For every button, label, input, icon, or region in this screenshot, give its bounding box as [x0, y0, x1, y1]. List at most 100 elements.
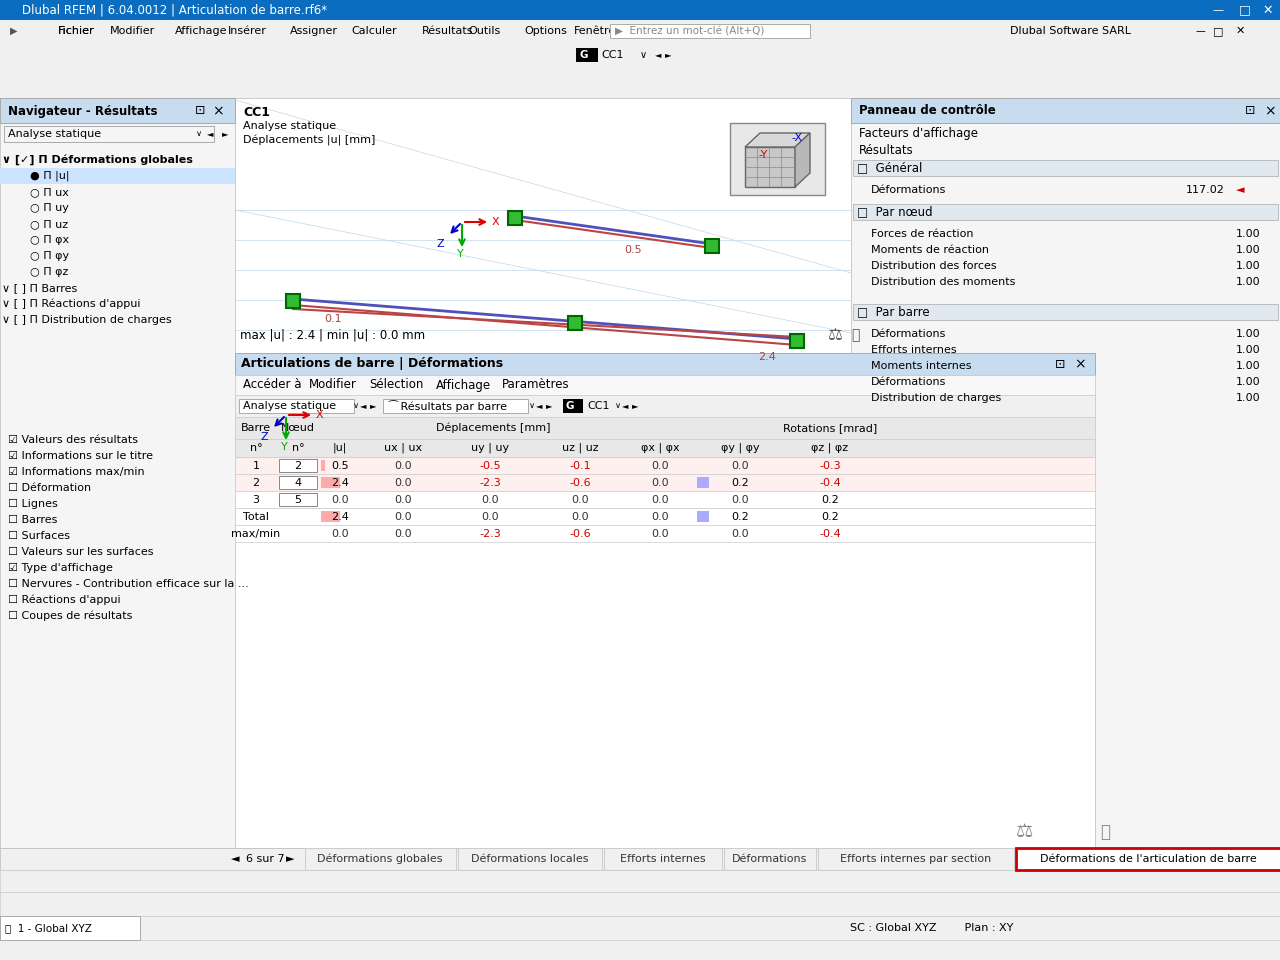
Text: 0.0: 0.0: [652, 478, 669, 488]
Text: ✕: ✕: [1235, 26, 1244, 36]
Text: ∨: ∨: [640, 50, 648, 60]
Bar: [0, 892, 1280, 916]
Text: ○ Π φx: ○ Π φx: [29, 235, 69, 245]
Bar: [321, 477, 340, 488]
Text: 3: 3: [252, 495, 260, 505]
Text: uz | uz: uz | uz: [562, 443, 598, 453]
Bar: [236, 375, 1094, 395]
Polygon shape: [745, 133, 810, 147]
Text: ×: ×: [212, 104, 224, 118]
Text: 0.0: 0.0: [394, 529, 412, 539]
Bar: [0, 916, 1280, 940]
Text: ∨: ∨: [353, 401, 360, 411]
Text: 2: 2: [294, 461, 302, 471]
Bar: [383, 399, 529, 413]
Text: 1.00: 1.00: [1235, 261, 1260, 271]
Text: Efforts internes par section: Efforts internes par section: [840, 854, 991, 864]
Text: 0.0: 0.0: [394, 478, 412, 488]
Text: ◄: ◄: [1235, 185, 1244, 195]
Text: 0.0: 0.0: [731, 495, 749, 505]
Text: ∨: ∨: [529, 401, 535, 411]
Text: CAO-BIM: CAO-BIM: [631, 26, 680, 36]
Text: ○ Π φz: ○ Π φz: [29, 267, 68, 277]
Bar: [4, 126, 214, 142]
Bar: [0, 20, 1280, 42]
Bar: [852, 160, 1277, 176]
Text: 0.0: 0.0: [731, 529, 749, 539]
Text: ☐ Déformation: ☐ Déformation: [8, 483, 91, 493]
Bar: [239, 399, 355, 413]
Text: ►: ►: [632, 401, 639, 411]
Text: ×: ×: [1265, 104, 1276, 118]
Text: ○ Π ux: ○ Π ux: [29, 187, 69, 197]
Text: ☑ Valeurs des résultats: ☑ Valeurs des résultats: [8, 435, 138, 445]
Bar: [236, 98, 851, 353]
Bar: [603, 848, 722, 870]
Bar: [236, 417, 1094, 439]
Text: φz | φz: φz | φz: [812, 443, 849, 453]
Text: ○ Π uz: ○ Π uz: [29, 219, 68, 229]
Text: ◄: ◄: [536, 401, 543, 411]
Bar: [851, 98, 1280, 848]
Text: max/min: max/min: [232, 529, 280, 539]
Text: -2.3: -2.3: [479, 529, 500, 539]
Text: Moments de réaction: Moments de réaction: [870, 245, 989, 255]
Text: ∨ [ ] Π Réactions d'appui: ∨ [ ] Π Réactions d'appui: [3, 299, 141, 309]
Bar: [705, 239, 719, 253]
Text: 0.2: 0.2: [822, 512, 838, 522]
Polygon shape: [795, 133, 810, 187]
Bar: [698, 477, 709, 488]
Text: ☐ Nervures - Contribution efficace sur la ...: ☐ Nervures - Contribution efficace sur l…: [8, 579, 248, 589]
Text: □  Par nœud: □ Par nœud: [858, 205, 933, 219]
Bar: [818, 848, 1014, 870]
Text: Navigateur - Résultats: Navigateur - Résultats: [8, 105, 157, 117]
Text: Fichier: Fichier: [58, 26, 95, 36]
Text: 📋: 📋: [1100, 823, 1110, 841]
Text: 📷  1 - Global XYZ: 📷 1 - Global XYZ: [5, 923, 92, 933]
Text: -0.6: -0.6: [570, 529, 591, 539]
Text: ☑ Informations max/min: ☑ Informations max/min: [8, 467, 145, 477]
Text: 0.0: 0.0: [731, 461, 749, 471]
Text: 0.0: 0.0: [571, 495, 589, 505]
Text: 1.00: 1.00: [1235, 377, 1260, 387]
Bar: [279, 493, 317, 506]
Text: -0.4: -0.4: [819, 529, 841, 539]
Text: 0.0: 0.0: [394, 512, 412, 522]
Text: -Y: -Y: [758, 150, 768, 160]
Text: Déplacements [mm]: Déplacements [mm]: [435, 422, 550, 433]
Text: Déformations locales: Déformations locales: [471, 854, 589, 864]
Text: ○ Π φy: ○ Π φy: [29, 251, 69, 261]
Bar: [0, 870, 1280, 892]
Text: ◄: ◄: [655, 51, 662, 60]
Text: 0.0: 0.0: [394, 495, 412, 505]
Text: 5: 5: [294, 495, 302, 505]
Text: Forces de réaction: Forces de réaction: [870, 229, 974, 239]
Text: —: —: [1212, 5, 1224, 15]
Text: ×: ×: [1074, 357, 1085, 371]
Text: n°: n°: [292, 443, 305, 453]
Text: Accéder à: Accéder à: [243, 378, 302, 392]
Text: 0.0: 0.0: [481, 512, 499, 522]
Bar: [568, 316, 582, 330]
Text: CC1: CC1: [602, 50, 623, 60]
Text: G: G: [566, 401, 575, 411]
Text: Analyse statique: Analyse statique: [243, 121, 337, 131]
Text: Insérer: Insérer: [228, 26, 266, 36]
Text: ☐ Lignes: ☐ Lignes: [8, 499, 58, 509]
Bar: [508, 211, 522, 225]
Text: Déformations: Déformations: [870, 185, 946, 195]
Text: Analyse statique: Analyse statique: [8, 129, 101, 139]
Text: CC1: CC1: [243, 106, 270, 118]
Text: ☐ Coupes de résultats: ☐ Coupes de résultats: [8, 611, 132, 621]
Text: 117.02: 117.02: [1187, 185, 1225, 195]
Text: Déformations: Déformations: [870, 377, 946, 387]
Text: Nœud: Nœud: [282, 423, 315, 433]
Text: —: —: [1196, 26, 1204, 36]
Text: ✕: ✕: [1263, 4, 1274, 16]
Text: ☐ Barres: ☐ Barres: [8, 515, 58, 525]
Text: ►: ►: [666, 51, 672, 60]
Text: Résultats: Résultats: [859, 143, 914, 156]
Text: ⊡: ⊡: [1244, 105, 1256, 117]
Text: Outils: Outils: [468, 26, 500, 36]
Text: ►: ►: [370, 401, 376, 411]
